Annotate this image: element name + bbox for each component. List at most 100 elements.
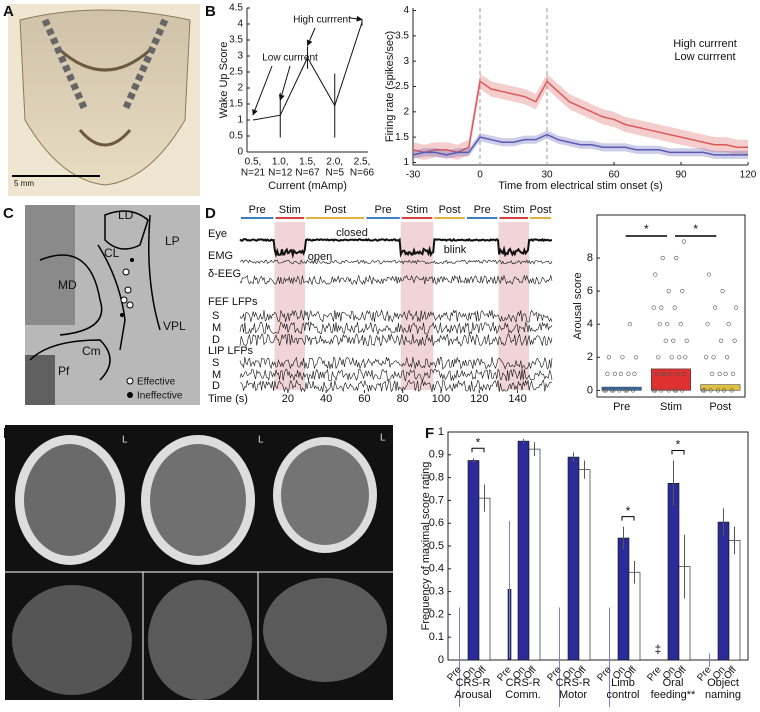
data-point [726,322,731,327]
row-label: Eye [208,228,227,240]
y-tick-label: 0 [587,384,593,396]
data-point [730,371,736,376]
y-tick-label: 2.5 [395,81,409,92]
x-tick-label: -30 [406,170,421,181]
y-tick-label: 0.8 [429,472,444,484]
phase-label: Pre [249,204,266,216]
data-point [666,388,671,393]
data-point [605,371,610,376]
data-point [620,355,625,360]
data-point [632,371,637,376]
trace [239,237,552,259]
x-tick-label: CRS-R [456,677,491,689]
trace [239,356,553,370]
side-mark: L [380,433,386,444]
phase-label: Stim [406,204,428,216]
line [412,133,748,156]
side-mark: L [258,435,264,446]
bar [717,521,730,661]
region-label: MD [58,278,77,292]
trace [239,379,553,393]
data-point [633,355,639,360]
y-tick-label: 1.5 [395,132,409,143]
phase-label: Stim [503,204,525,216]
data-point [651,388,656,393]
significance-bracket [621,516,635,521]
y-tick-label: 6 [587,285,593,297]
x-tick-label: Post [709,401,731,413]
data-point [680,289,685,294]
line [412,80,748,154]
arrow [306,27,316,47]
x-tick-label: 0 [477,170,483,181]
bar [517,440,530,661]
panel-label: B [205,3,216,20]
row-label: S [212,357,219,369]
bar [467,460,480,661]
x-tick-label: 140 [508,393,526,405]
region-label: Cm [82,344,101,358]
region-label: Pf [58,364,70,378]
bar [478,497,491,661]
phase-label: Post [530,204,552,216]
arrow [349,15,363,22]
data-point [706,272,712,277]
y-tick-label: 3.5 [229,35,243,46]
data-point [665,322,670,327]
data-point [678,322,683,327]
significance-label: * [644,222,649,236]
side-mark: L [122,435,128,446]
y-tick-label: 4 [403,5,409,16]
data-point [611,388,616,393]
plot-frame [596,214,746,398]
data-point [681,371,686,376]
data-point [721,388,727,393]
data-point [617,388,622,393]
x-tick-label: Comm. [505,689,540,701]
data-point [680,388,685,393]
x-tick-label: Arousal [454,689,491,701]
x-tick-label: Motor [559,689,587,701]
y-tick-label: 3.5 [395,30,409,41]
trace [239,333,553,347]
data-point [663,338,668,343]
annotation: closed [336,227,368,239]
annotation: Low currrent [262,53,318,64]
y-tick-label: 2 [237,83,243,94]
data-point [683,355,688,360]
x-tick-label: 120 [740,170,757,181]
bar [567,456,580,661]
bar [728,539,741,661]
image-c: LD LP CL MD VPL Cm Pf Effective Ineffect… [25,205,200,405]
axis-title: Frequency of maximal score rating [420,462,432,631]
trace [239,368,553,382]
significance-label: * [476,435,481,449]
panel-label: E [3,425,13,442]
data-point [732,338,737,343]
region-label: LD [118,208,134,222]
y-tick-label: 0.4 [429,563,444,575]
y-tick-label: 1 [403,157,409,168]
y-tick-label: 0 [237,147,243,158]
x-tick-label: Stim [660,401,682,413]
bar [700,384,741,391]
x-tick-label: 1.0, [272,157,289,168]
phase-label: Post [439,204,461,216]
row-label: M [212,322,221,334]
axis-title: Time from electrical stim onset (s) [498,180,663,192]
y-tick-label: 1 [438,426,444,438]
data-point [606,355,612,360]
data-point [681,239,686,244]
scale-label: 5 mm [14,179,34,188]
y-tick-label: 4.5 [229,3,243,14]
data-point [660,371,665,376]
data-point [630,388,636,393]
y-tick-label: 1 [237,115,243,126]
axis-title: Firing rate (spikes/sec) [384,31,396,142]
annotation: open [308,251,332,263]
data-point [684,338,689,343]
y-tick-label: 4 [587,318,593,330]
y-tick-label: 0.2 [429,608,444,620]
data-point [717,371,722,376]
